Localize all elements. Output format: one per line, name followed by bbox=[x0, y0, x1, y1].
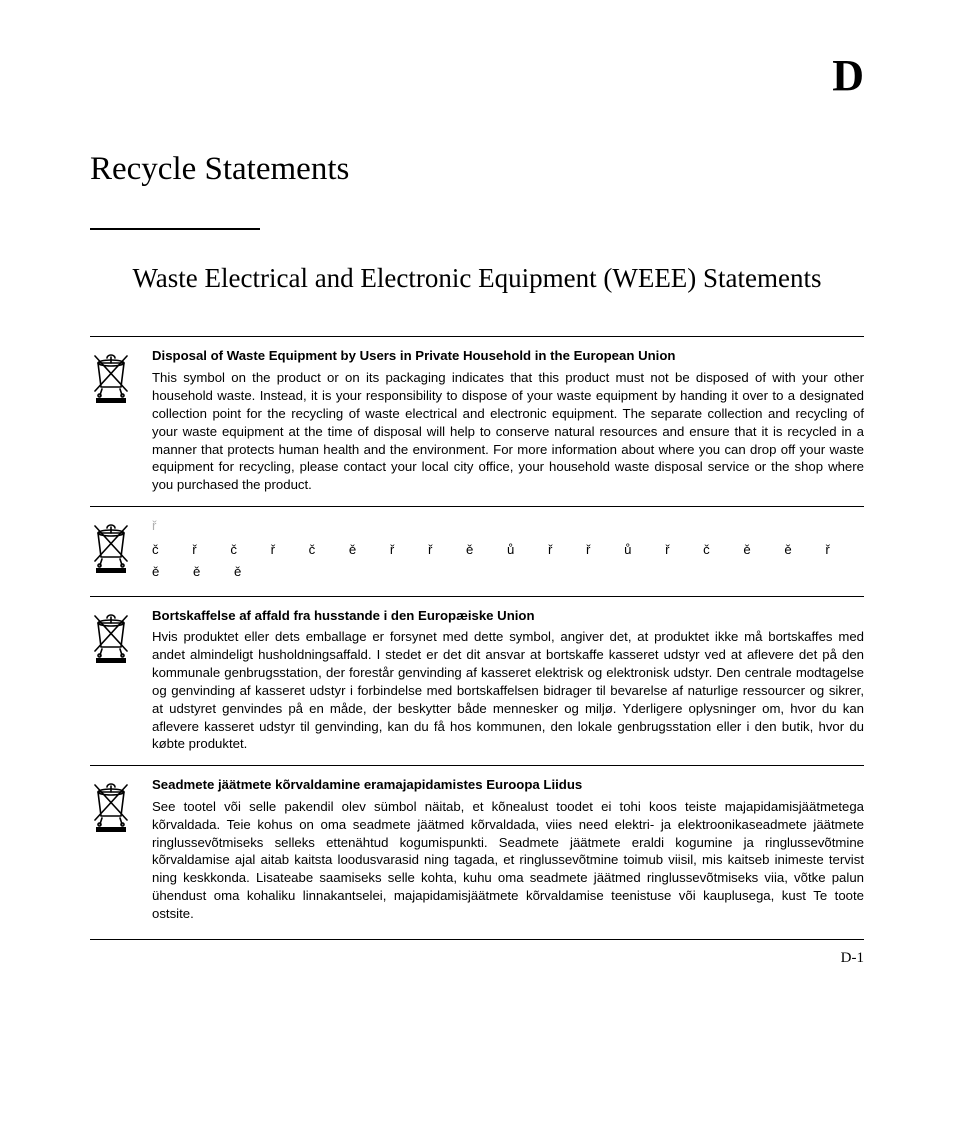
statement-text: Disposal of Waste Equipment by Users in … bbox=[152, 347, 864, 494]
statement-text: ř č ř č ř č ě ř ř ě ů ř ř ů ř č ě ě ř ě ě… bbox=[152, 517, 864, 584]
statement-icon-col bbox=[90, 517, 136, 584]
page-title: Recycle Statements bbox=[90, 151, 864, 188]
statement-body: č ř č ř č ě ř ř ě ů ř ř ů ř č ě ě ř ě ě … bbox=[152, 539, 864, 584]
title-rule-row bbox=[90, 228, 864, 230]
statement-body: This symbol on the product or on its pac… bbox=[152, 369, 864, 494]
statement-block: Disposal of Waste Equipment by Users in … bbox=[90, 347, 864, 494]
statement-body: Hvis produktet eller dets emballage er f… bbox=[152, 628, 864, 753]
weee-icon bbox=[90, 521, 136, 573]
statements-list: Disposal of Waste Equipment by Users in … bbox=[90, 347, 864, 922]
footer-divider bbox=[90, 939, 864, 940]
rule-left-segment bbox=[90, 228, 260, 230]
statement-block: Bortskaffelse af affald fra husstande i … bbox=[90, 607, 864, 754]
weee-icon bbox=[90, 611, 136, 663]
appendix-letter: D bbox=[90, 50, 864, 101]
statement-text: Bortskaffelse af affald fra husstande i … bbox=[152, 607, 864, 754]
statement-heading: Seadmete jäätmete kõrvaldamine eramajapi… bbox=[152, 776, 864, 794]
statement-block: ř č ř č ř č ě ř ř ě ů ř ř ů ř č ě ě ř ě ě… bbox=[90, 517, 864, 584]
page-number: D-1 bbox=[90, 950, 864, 967]
weee-icon bbox=[90, 351, 136, 403]
statement-heading: Bortskaffelse af affald fra husstande i … bbox=[152, 607, 864, 625]
divider bbox=[90, 506, 864, 507]
weee-icon bbox=[90, 780, 136, 832]
statement-icon-col bbox=[90, 347, 136, 494]
statement-heading: ř bbox=[152, 517, 864, 535]
divider bbox=[90, 336, 864, 337]
statement-icon-col bbox=[90, 607, 136, 754]
section-title: Waste Electrical and Electronic Equipmen… bbox=[110, 260, 844, 296]
divider bbox=[90, 765, 864, 766]
divider bbox=[90, 596, 864, 597]
statement-text: Seadmete jäätmete kõrvaldamine eramajapi… bbox=[152, 776, 864, 923]
statement-heading: Disposal of Waste Equipment by Users in … bbox=[152, 347, 864, 365]
statement-icon-col bbox=[90, 776, 136, 923]
statement-block: Seadmete jäätmete kõrvaldamine eramajapi… bbox=[90, 776, 864, 923]
statement-body: See tootel või selle pakendil olev sümbo… bbox=[152, 798, 864, 923]
